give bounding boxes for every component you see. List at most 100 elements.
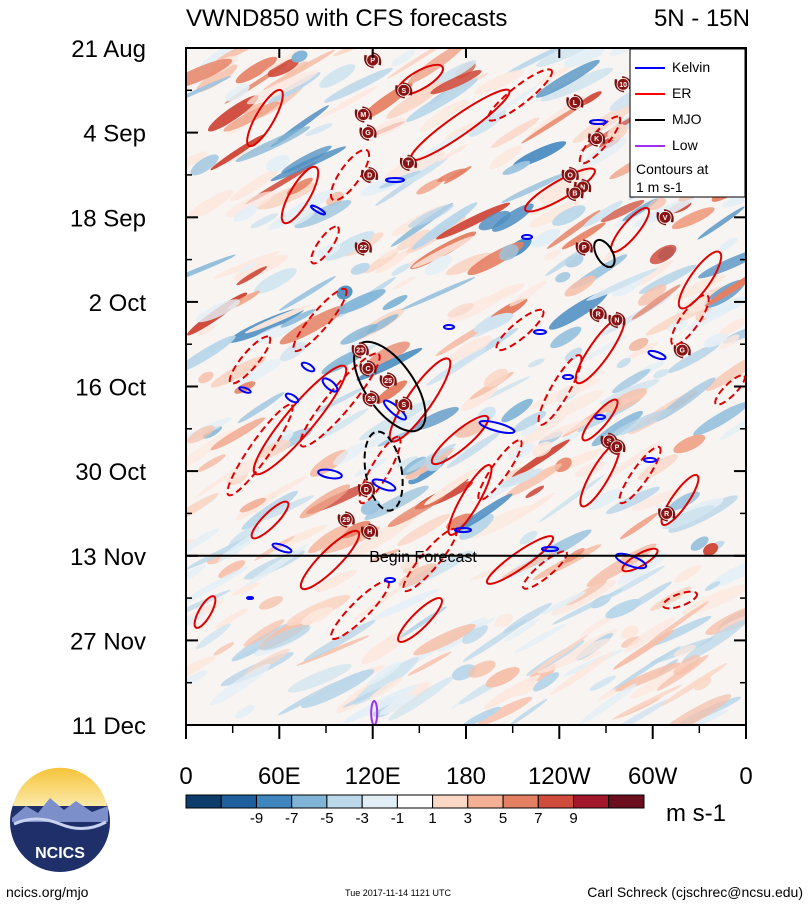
er-contour <box>397 597 443 643</box>
anomaly-streak <box>473 69 525 95</box>
anomaly-streak <box>690 536 709 551</box>
anomaly-streak <box>369 677 404 699</box>
cyclone-swirl <box>608 311 626 329</box>
er-contour <box>299 529 361 591</box>
colorbar-bin <box>537 794 574 809</box>
anomaly-streak <box>631 488 682 512</box>
y-tick-label: 4 Sep <box>83 121 146 148</box>
anomaly-streak <box>350 262 370 275</box>
tropical-cyclone-marker: G <box>673 342 691 359</box>
anomaly-streak <box>349 513 418 559</box>
anomaly-streak <box>513 623 567 654</box>
forecast-marker: Begin Forecast <box>186 549 746 566</box>
y-tick-label: 18 Sep <box>70 205 146 232</box>
anomaly-streak <box>554 457 572 473</box>
anomaly-streak <box>502 160 531 175</box>
anomaly-streak <box>296 635 370 666</box>
x-tick-label: 60W <box>628 763 678 790</box>
anomaly-streak <box>520 424 538 437</box>
anomaly-streak <box>698 248 746 279</box>
kelvin-contours <box>238 119 667 600</box>
tropical-cyclone-marker: R <box>589 305 607 323</box>
kelvin-contour <box>454 527 472 533</box>
colorbar-tick-label: -9 <box>250 810 263 827</box>
anomaly-streak <box>405 443 457 473</box>
anomaly-streak <box>399 557 420 569</box>
er-contour <box>228 335 272 385</box>
kelvin-contour <box>371 478 397 492</box>
anomaly-streak <box>574 461 606 478</box>
tropical-cyclone-marker: T <box>399 154 418 172</box>
anomaly-streak <box>411 202 478 250</box>
anomaly-streak <box>605 598 641 619</box>
anomaly-streak <box>370 589 439 621</box>
anomaly-streak <box>705 350 746 392</box>
cyclone-swirl <box>359 124 377 141</box>
cyclone-swirl <box>351 342 369 359</box>
anomaly-streak <box>606 486 660 515</box>
anomaly-streak <box>637 284 667 306</box>
legend-label: MJO <box>672 111 702 127</box>
anomaly-streak <box>504 618 540 642</box>
cyclone-swirl <box>588 130 606 147</box>
anomaly-streak <box>336 285 353 300</box>
anomaly-streak <box>424 468 478 506</box>
anomaly-streak <box>236 266 268 286</box>
chart-title: VWND850 with CFS forecasts <box>186 5 507 32</box>
anomaly-streak <box>413 623 476 656</box>
x-axis: 0 60E 120E 180 120W 60W 0 <box>179 48 753 790</box>
cyclone-label: P <box>370 58 375 65</box>
anomaly-streak <box>673 434 706 454</box>
anomaly-streak <box>360 499 381 515</box>
anomaly-streak <box>532 672 560 692</box>
anomaly-streak <box>279 305 346 345</box>
tropical-cyclone-marker: 25 <box>379 372 397 389</box>
anomaly-streak <box>508 698 548 725</box>
cyclone-dot <box>591 307 605 321</box>
cyclone-label: B <box>572 191 577 198</box>
anomaly-streak <box>508 443 535 461</box>
anomaly-streak <box>289 207 317 226</box>
tropical-cyclone-marker: K <box>588 130 606 147</box>
cyclone-label: 29 <box>342 517 350 524</box>
kelvin-contour <box>246 596 254 600</box>
anomaly-streak <box>572 97 644 144</box>
anomaly-streak <box>286 177 313 196</box>
anomaly-streak <box>225 191 275 218</box>
y-tick-label: 21 Aug <box>71 36 146 63</box>
cyclone-label: R <box>664 511 669 518</box>
anomaly-streak <box>455 493 513 533</box>
anomaly-streak <box>411 236 475 269</box>
anomaly-streak <box>550 651 614 695</box>
anomaly-streak <box>353 457 388 477</box>
legend-label: ER <box>672 85 691 101</box>
y-tick-label: 11 Dec <box>72 713 146 740</box>
anomaly-streak <box>546 210 601 249</box>
anomaly-streak <box>671 207 715 230</box>
colorbar-bin <box>432 794 469 809</box>
anomaly-streak <box>537 638 611 674</box>
tropical-cyclone-marker: V <box>656 209 674 226</box>
cyclone-dot <box>568 186 582 200</box>
anomaly-streak <box>379 248 399 260</box>
er-contour <box>292 287 348 353</box>
cyclone-swirl <box>399 154 418 172</box>
kelvin-contour <box>521 234 533 240</box>
footer-url: ncics.org/mjo <box>6 884 89 900</box>
colorbar-bin <box>573 794 610 809</box>
anomaly-streak <box>548 291 608 330</box>
anomaly-streak <box>378 170 422 189</box>
anomaly-streak <box>382 295 408 310</box>
cyclone-dot <box>363 168 377 182</box>
anomaly-streak <box>405 156 449 186</box>
tropical-cyclone-marker: P <box>608 438 626 456</box>
anomaly-streak <box>529 378 600 409</box>
y-tick-label: 2 Oct <box>89 290 147 317</box>
er-contour <box>299 352 381 448</box>
anomaly-streak <box>483 674 541 710</box>
anomaly-streak <box>717 237 738 252</box>
anomaly-streak <box>588 488 623 510</box>
anomaly-streak <box>538 474 605 523</box>
x-tick-label: 0 <box>739 763 752 790</box>
anomaly-streak <box>366 314 399 334</box>
